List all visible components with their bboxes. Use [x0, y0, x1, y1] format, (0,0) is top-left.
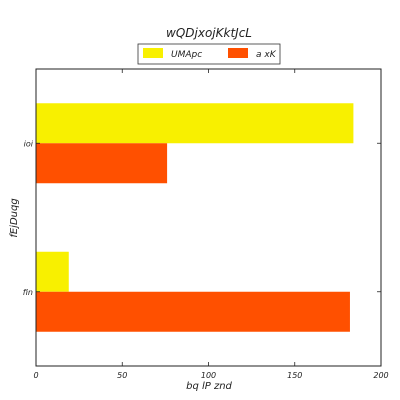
- bar-a-xK-fin: [36, 291, 350, 332]
- x-axis-label: bq lP znd: [186, 381, 232, 392]
- x-tick-label: 200: [373, 371, 388, 380]
- y-tick-label-fin: fin: [23, 288, 33, 297]
- y-axis: fin ioi: [23, 139, 381, 297]
- x-tick-label: 0: [33, 371, 38, 380]
- x-axis: 0 50 100 150 200: [33, 69, 389, 380]
- legend: UMApc a xK: [137, 43, 281, 65]
- x-tick-label: 50: [117, 371, 127, 380]
- chart-title: wQDjxojKktJcL: [166, 26, 252, 40]
- bar-UMApc-fin: [36, 251, 69, 292]
- legend-label-UMApc: UMApc: [171, 50, 202, 60]
- y-axis-label: fEjDuqg: [9, 198, 20, 237]
- legend-label-a-xK: a xK: [256, 50, 277, 60]
- bars-group: [36, 103, 354, 332]
- x-tick-label: 150: [287, 371, 302, 380]
- legend-swatch-UMApc: [143, 48, 163, 58]
- bar-a-xK-ioi: [36, 143, 168, 184]
- legend-swatch-a-xK: [228, 48, 248, 58]
- bar-UMApc-ioi: [36, 103, 354, 144]
- y-tick-label-ioi: ioi: [24, 139, 34, 148]
- x-tick-label: 100: [201, 371, 216, 380]
